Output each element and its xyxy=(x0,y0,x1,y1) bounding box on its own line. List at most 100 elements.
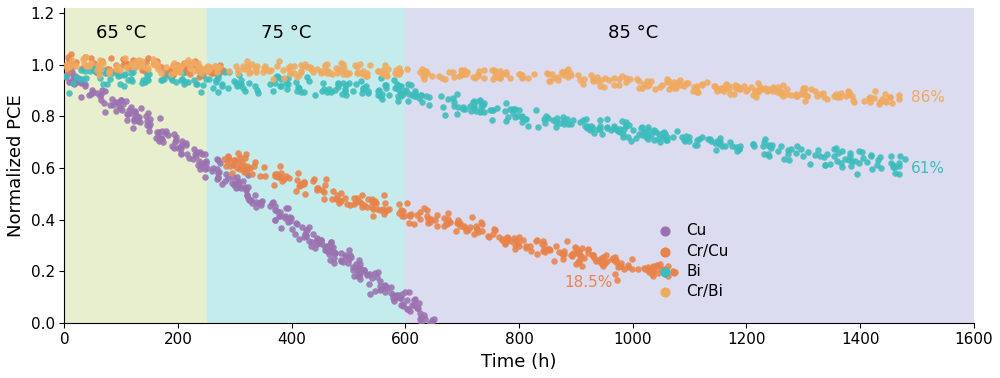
Cr/Bi xyxy=(680,80,696,86)
Cu xyxy=(113,97,129,103)
Cr/Cu xyxy=(609,277,625,283)
Cr/Bi xyxy=(62,63,78,69)
Cr/Cu xyxy=(556,251,572,257)
Cr/Cu xyxy=(140,55,156,61)
Bi xyxy=(241,80,257,86)
Cr/Bi xyxy=(676,83,692,89)
Bi xyxy=(709,138,725,144)
Bi xyxy=(651,130,667,136)
Bi xyxy=(471,98,487,104)
Bi xyxy=(299,74,315,81)
Cr/Cu xyxy=(187,61,203,67)
Bi xyxy=(176,78,192,84)
Bi xyxy=(173,77,189,83)
Bi xyxy=(883,160,899,166)
Bi xyxy=(511,107,527,113)
Bi xyxy=(578,116,594,122)
Bi xyxy=(95,81,111,87)
Cr/Bi xyxy=(844,93,860,99)
Bi xyxy=(826,146,842,152)
Cu xyxy=(105,102,121,108)
Cr/Bi xyxy=(589,74,605,80)
Bi xyxy=(249,87,265,93)
Cr/Bi xyxy=(772,88,788,94)
Cu xyxy=(291,236,307,242)
Bi xyxy=(584,125,600,132)
Cu xyxy=(346,273,362,279)
Cr/Bi xyxy=(302,64,318,70)
Cr/Bi xyxy=(558,68,574,74)
Bi xyxy=(163,75,179,81)
Cr/Cu xyxy=(59,62,75,68)
Cr/Bi xyxy=(526,71,542,77)
Cr/Bi xyxy=(819,96,835,102)
Cr/Bi xyxy=(833,90,849,96)
Bi xyxy=(618,123,634,129)
Cr/Cu xyxy=(324,196,340,202)
Bi xyxy=(795,153,811,160)
Cr/Bi xyxy=(324,71,340,77)
Cr/Bi xyxy=(799,93,815,99)
Cu xyxy=(119,116,135,122)
Cr/Cu xyxy=(119,62,135,68)
Cr/Bi xyxy=(718,82,734,88)
Cr/Cu xyxy=(594,257,610,263)
Bi xyxy=(711,141,727,147)
Cr/Cu xyxy=(499,234,515,240)
Cr/Cu xyxy=(354,192,370,198)
Bi xyxy=(463,108,479,114)
Cr/Cu xyxy=(252,173,268,179)
Cr/Bi xyxy=(841,91,857,97)
Cr/Cu xyxy=(421,217,437,223)
Cu xyxy=(212,160,228,166)
Bi xyxy=(650,136,666,142)
Cr/Cu xyxy=(353,200,369,206)
Bi xyxy=(175,70,191,76)
Bi xyxy=(548,119,564,125)
Cr/Cu xyxy=(653,266,669,272)
Cr/Bi xyxy=(91,71,107,77)
Cr/Cu xyxy=(359,204,375,210)
Bi xyxy=(393,83,409,89)
Cr/Bi xyxy=(319,61,335,67)
Bi xyxy=(164,77,180,83)
Cu xyxy=(210,170,226,176)
Cr/Cu xyxy=(125,57,141,63)
Bi xyxy=(612,129,628,135)
Cr/Bi xyxy=(807,88,823,94)
Cu xyxy=(152,136,168,143)
Cr/Bi xyxy=(392,68,408,74)
Bi xyxy=(800,149,816,155)
Bi xyxy=(140,77,156,83)
Bi xyxy=(514,113,530,119)
Cr/Bi xyxy=(182,62,198,68)
Cr/Bi xyxy=(659,79,675,85)
Cr/Bi xyxy=(248,68,264,74)
Cr/Bi xyxy=(169,65,185,71)
Bi xyxy=(655,132,671,138)
Cu xyxy=(65,75,81,81)
Cr/Bi xyxy=(293,68,309,74)
Cr/Bi xyxy=(639,78,655,84)
Bi xyxy=(586,130,602,136)
Cr/Cu xyxy=(460,227,476,233)
Cu xyxy=(205,165,221,171)
Bi xyxy=(418,93,434,99)
Cr/Bi xyxy=(199,68,215,74)
Cr/Bi xyxy=(546,75,562,81)
Bi xyxy=(446,99,462,105)
Cr/Cu xyxy=(211,70,227,76)
Cu xyxy=(93,97,109,103)
Cr/Cu xyxy=(613,260,629,266)
Cu xyxy=(362,291,378,297)
Cr/Cu xyxy=(402,213,418,219)
Cu xyxy=(73,80,89,86)
Cr/Cu xyxy=(109,70,125,76)
Bi xyxy=(193,71,209,77)
Cr/Cu xyxy=(506,235,522,241)
Bi xyxy=(378,85,394,91)
Cr/Bi xyxy=(664,82,680,88)
Cr/Bi xyxy=(255,69,271,75)
Cu xyxy=(228,185,244,191)
Cr/Cu xyxy=(529,251,545,257)
